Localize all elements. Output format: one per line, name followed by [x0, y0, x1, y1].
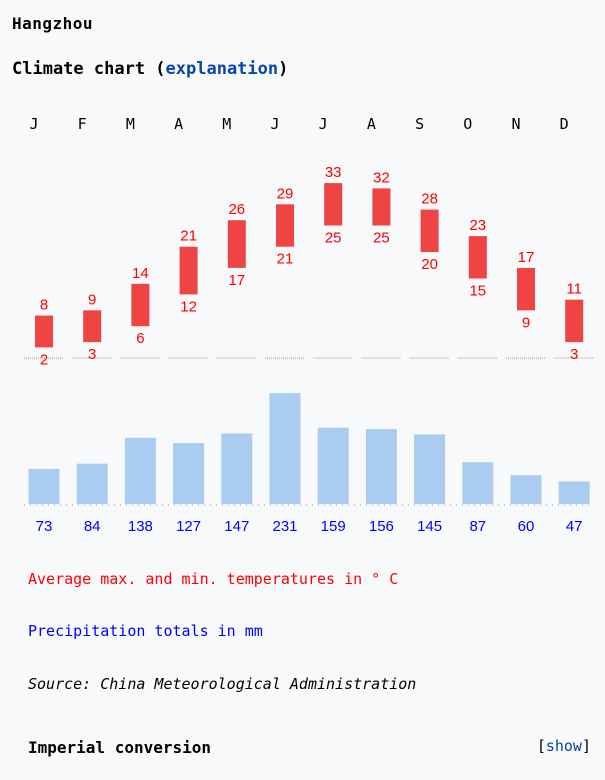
- climate-chart: J F M A M J J A S O N D8293146211226172921332532252…: [24, 115, 595, 535]
- temperature-bar: [324, 183, 343, 226]
- precipitation-label: 87: [469, 518, 486, 535]
- imperial-conversion-heading: Imperial conversion: [28, 738, 212, 757]
- min-temp-label: 25: [325, 230, 342, 247]
- min-temp-label: 25: [373, 230, 390, 247]
- month-label: M: [222, 115, 231, 133]
- precipitation-label: 231: [272, 518, 297, 535]
- precipitation-label: 145: [417, 518, 442, 535]
- show-link[interactable]: show: [545, 737, 582, 755]
- city-name: Hangzhou: [12, 14, 94, 33]
- max-temp-label: 9: [88, 291, 96, 308]
- max-temp-label: 26: [228, 201, 245, 218]
- temperature-legend: Average max. and min. temperatures in ° …: [28, 570, 399, 588]
- precipitation-legend: Precipitation totals in mm: [28, 622, 263, 640]
- max-temp-label: 8: [40, 297, 48, 314]
- source-note: Source: China Meteorological Administrat…: [28, 675, 417, 693]
- temperature-bar: [276, 204, 294, 247]
- min-temp-label: 12: [180, 298, 197, 315]
- temperature-bar: [35, 315, 53, 348]
- precipitation-label: 147: [224, 518, 249, 535]
- month-label: S: [415, 115, 424, 133]
- max-temp-label: 17: [518, 249, 535, 266]
- precipitation-label: 84: [84, 518, 101, 535]
- temperature-bar: [372, 188, 391, 226]
- precipitation-bar: [28, 468, 60, 504]
- min-temp-label: 6: [136, 330, 144, 347]
- precipitation-label: 47: [566, 518, 583, 535]
- temperature-bar: [179, 246, 198, 295]
- min-temp-label: 3: [570, 346, 578, 363]
- precipitation-bar: [124, 437, 156, 504]
- precipitation-label: 156: [369, 518, 394, 535]
- title-suffix: ): [278, 59, 289, 79]
- show-bracket-close: ]: [581, 737, 591, 755]
- precipitation-bar: [510, 475, 542, 504]
- min-temp-label: 17: [228, 272, 245, 289]
- show-toggle: [show]: [537, 737, 591, 755]
- precipitation-bar: [269, 393, 301, 504]
- max-temp-label: 11: [566, 281, 582, 298]
- month-label: M: [126, 115, 135, 133]
- precipitation-bar: [221, 433, 253, 504]
- precipitation-bar: [462, 462, 494, 504]
- temperature-bar: [131, 283, 150, 327]
- max-temp-label: 29: [277, 185, 294, 202]
- temperature-bar: [420, 209, 439, 252]
- chart-title: Climate chart (explanation): [12, 59, 288, 79]
- max-temp-label: 33: [325, 164, 342, 181]
- min-temp-label: 9: [522, 314, 530, 331]
- precipitation-bar: [414, 434, 446, 504]
- month-label: J: [29, 115, 38, 133]
- explanation-link[interactable]: explanation: [165, 59, 279, 79]
- show-bracket-open: [: [536, 737, 546, 755]
- max-temp-label: 28: [421, 191, 438, 208]
- month-label: N: [511, 115, 520, 133]
- month-label: J: [270, 115, 279, 133]
- precipitation-bar: [317, 427, 349, 504]
- precipitation-bar: [365, 429, 397, 504]
- max-temp-label: 23: [469, 217, 486, 234]
- precipitation-bar: [76, 463, 108, 504]
- month-label: J: [319, 115, 328, 133]
- precipitation-label: 127: [176, 518, 201, 535]
- min-temp-label: 15: [469, 283, 486, 300]
- month-label: D: [560, 115, 569, 133]
- min-temp-label: 2: [40, 351, 48, 368]
- max-temp-label: 21: [180, 228, 197, 245]
- precipitation-bar: [173, 443, 205, 504]
- temperature-bar: [565, 299, 584, 343]
- precipitation-label: 138: [128, 518, 153, 535]
- precipitation-label: 73: [36, 518, 53, 535]
- precipitation-bar: [558, 481, 590, 504]
- temperature-bar: [227, 220, 246, 268]
- temperature-bar: [517, 267, 535, 311]
- precipitation-label: 159: [321, 518, 346, 535]
- max-temp-label: 14: [132, 265, 149, 282]
- temperature-bar: [83, 310, 102, 343]
- min-temp-label: 3: [88, 346, 96, 363]
- month-label: F: [78, 115, 87, 133]
- min-temp-label: 21: [277, 251, 294, 268]
- min-temp-label: 20: [421, 256, 438, 273]
- temperature-bar: [468, 236, 487, 279]
- max-temp-label: 32: [373, 169, 390, 186]
- title-prefix: Climate chart (: [12, 59, 166, 79]
- precipitation-label: 60: [518, 518, 535, 535]
- month-label: A: [174, 115, 183, 133]
- month-label: O: [463, 115, 472, 133]
- month-label: A: [367, 115, 376, 133]
